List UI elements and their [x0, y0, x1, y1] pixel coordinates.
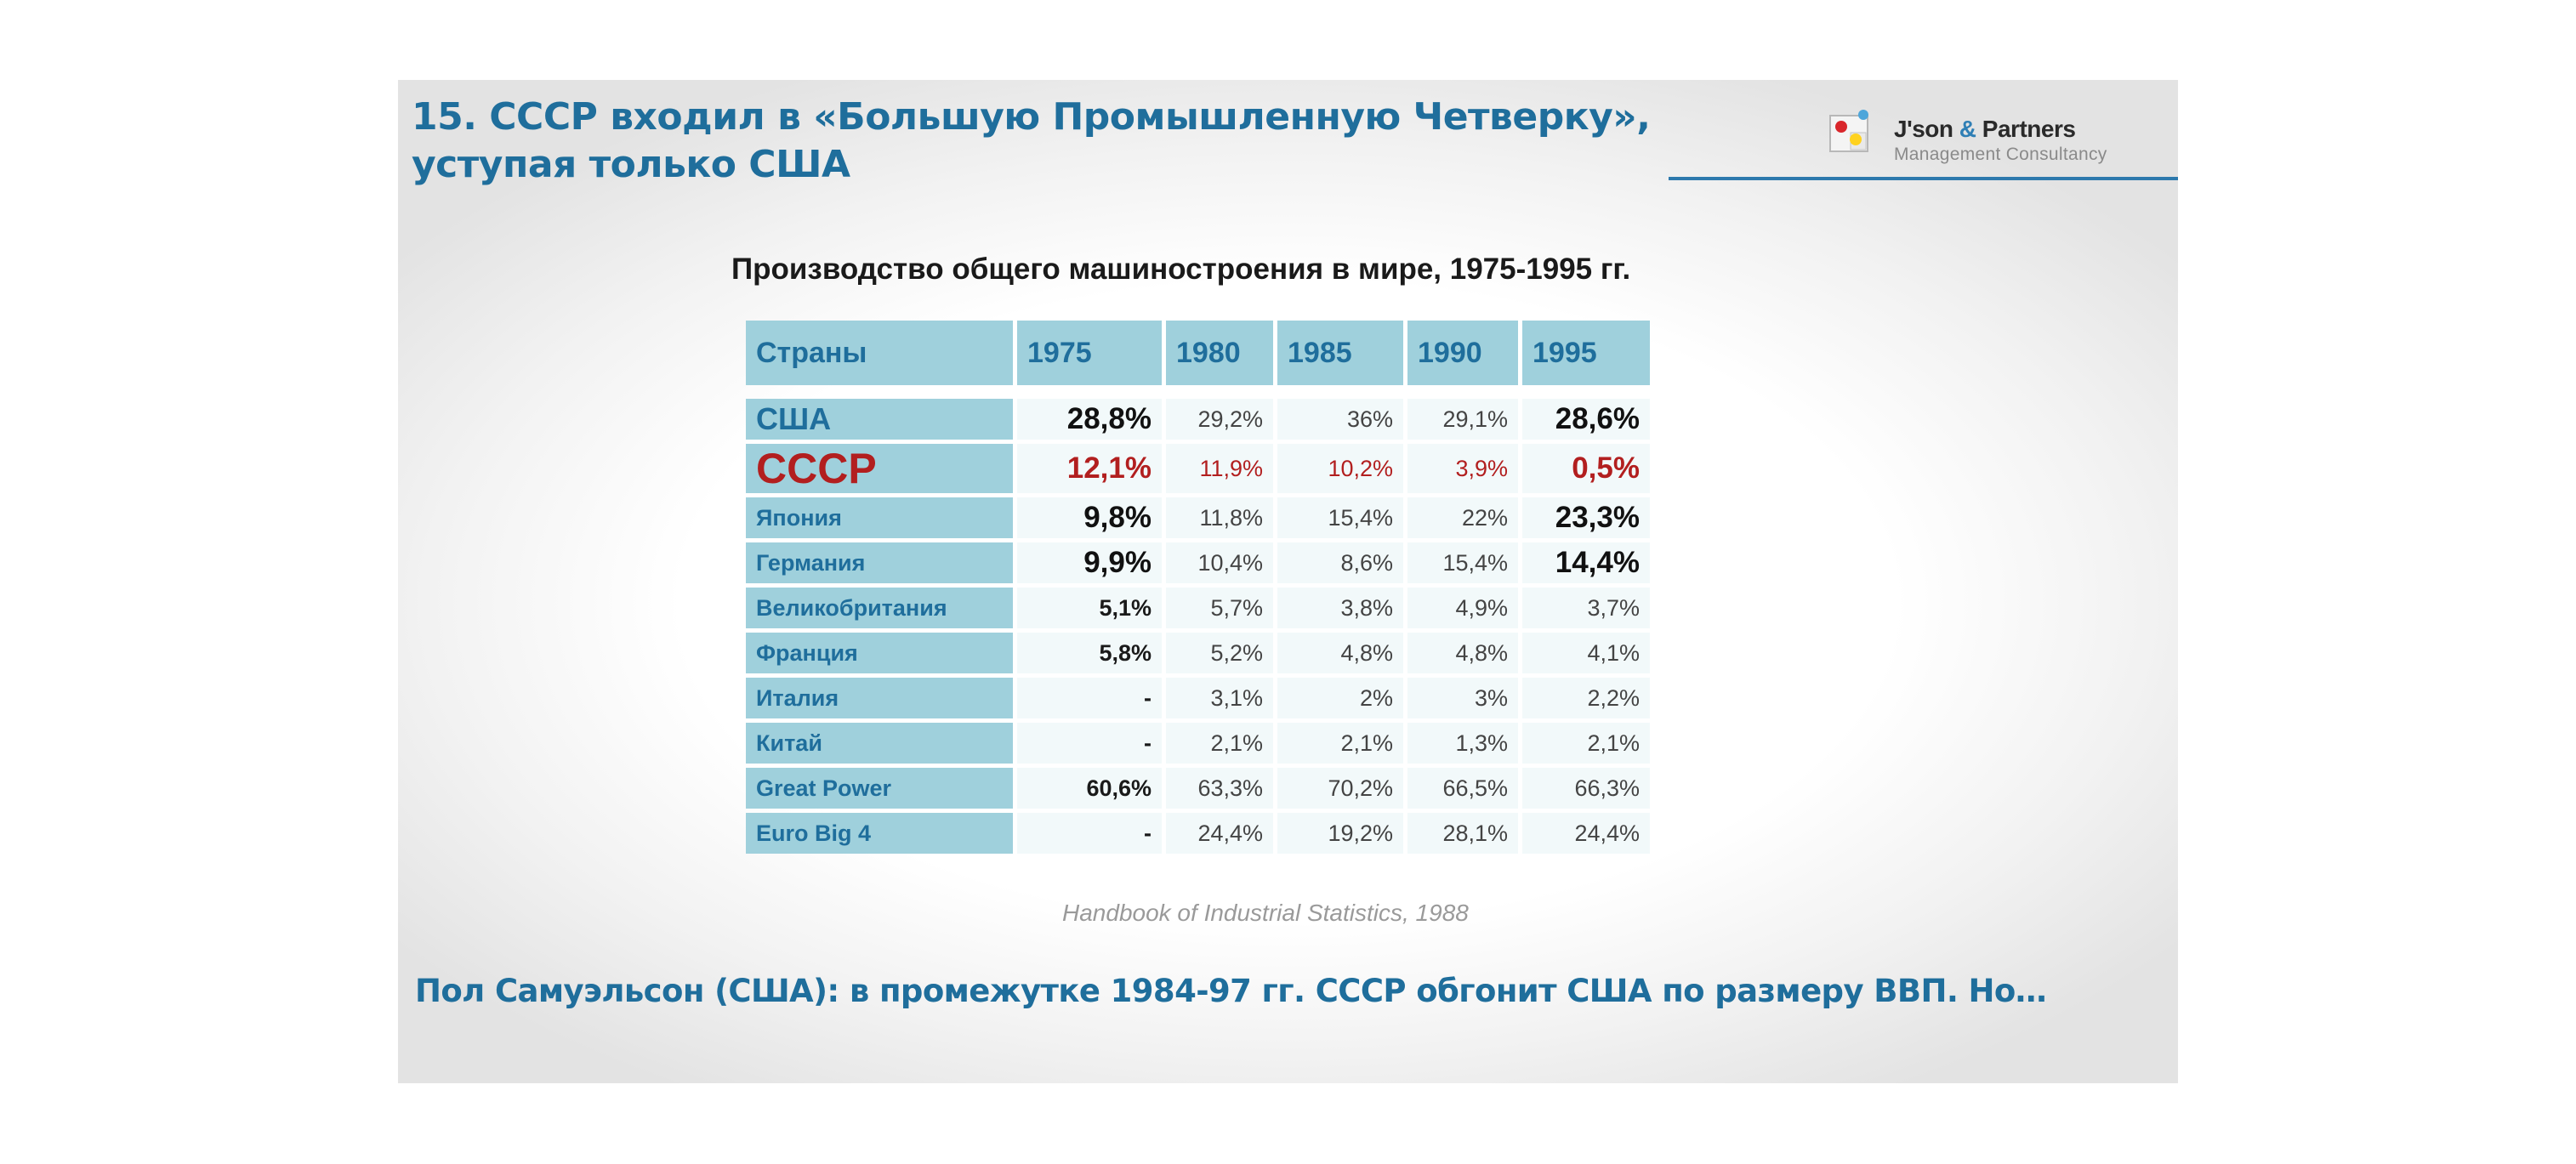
slide: 15. СССР входил в «Большую Промышленную …: [398, 80, 2178, 1083]
value-cell: 4,9%: [1407, 588, 1518, 628]
value-cell: 24,4%: [1166, 813, 1273, 854]
value-cell: 3,7%: [1522, 588, 1650, 628]
value-cell: 5,1%: [1017, 588, 1162, 628]
table-row-france: Франция 5,8% 5,2% 4,8% 4,8% 4,1%: [746, 633, 1650, 673]
value-cell: 15,4%: [1277, 497, 1403, 538]
value-cell: 29,1%: [1407, 399, 1518, 440]
value-cell: 60,6%: [1017, 768, 1162, 809]
logo-company-name: J'son & Partners: [1894, 116, 2076, 143]
logo-subtitle: Management Consultancy: [1894, 145, 2107, 164]
production-table: Страны 1975 1980 1985 1990 1995 США 28,8…: [742, 316, 1654, 858]
value-cell: -: [1017, 678, 1162, 718]
logo-name-part-1: J'son: [1894, 116, 1959, 142]
value-cell: 19,2%: [1277, 813, 1403, 854]
country-cell: Китай: [746, 723, 1013, 764]
country-cell: Великобритания: [746, 588, 1013, 628]
value-cell: 2%: [1277, 678, 1403, 718]
value-cell: 11,8%: [1166, 497, 1273, 538]
table-row-ussr: СССР 12,1% 11,9% 10,2% 3,9% 0,5%: [746, 444, 1650, 493]
value-cell: 3,8%: [1277, 588, 1403, 628]
table-row-italy: Италия - 3,1% 2% 3% 2,2%: [746, 678, 1650, 718]
value-cell: 28,1%: [1407, 813, 1518, 854]
country-cell: Euro Big 4: [746, 813, 1013, 854]
logo-name-ampersand: &: [1959, 116, 1976, 142]
value-cell: 4,1%: [1522, 633, 1650, 673]
company-logo: J'son & Partners Management Consultancy: [1823, 92, 2163, 177]
logo-name-part-2: Partners: [1976, 116, 2076, 142]
header-cell-1990: 1990: [1407, 321, 1518, 385]
country-cell: Япония: [746, 497, 1013, 538]
value-cell: 5,8%: [1017, 633, 1162, 673]
value-cell: 23,3%: [1522, 497, 1650, 538]
value-cell: 66,3%: [1522, 768, 1650, 809]
source-caption: Handbook of Industrial Statistics, 1988: [1062, 900, 1469, 926]
table-row-usa: США 28,8% 29,2% 36% 29,1% 28,6%: [746, 399, 1650, 440]
value-cell: 11,9%: [1166, 444, 1273, 493]
value-cell: 3,9%: [1407, 444, 1518, 493]
table-row-great-power: Great Power 60,6% 63,3% 70,2% 66,5% 66,3…: [746, 768, 1650, 809]
header-cell-1975: 1975: [1017, 321, 1162, 385]
value-cell: 2,1%: [1277, 723, 1403, 764]
value-cell: 24,4%: [1522, 813, 1650, 854]
table-row-uk: Великобритания 5,1% 5,7% 3,8% 4,9% 3,7%: [746, 588, 1650, 628]
value-cell: 0,5%: [1522, 444, 1650, 493]
slide-title: 15. СССР входил в «Большую Промышленную …: [412, 94, 1651, 189]
value-cell: 70,2%: [1277, 768, 1403, 809]
slide-title-line-2: уступая только США: [412, 143, 850, 186]
logo-dots-icon: [1829, 110, 1868, 152]
value-cell: 12,1%: [1017, 444, 1162, 493]
country-cell: Great Power: [746, 768, 1013, 809]
value-cell: 9,8%: [1017, 497, 1162, 538]
value-cell: -: [1017, 723, 1162, 764]
value-cell: 14,4%: [1522, 542, 1650, 583]
value-cell: 8,6%: [1277, 542, 1403, 583]
header-divider: [1669, 177, 2178, 180]
value-cell: 5,7%: [1166, 588, 1273, 628]
value-cell: 63,3%: [1166, 768, 1273, 809]
value-cell: 4,8%: [1407, 633, 1518, 673]
value-cell: 22%: [1407, 497, 1518, 538]
value-cell: 4,8%: [1277, 633, 1403, 673]
country-cell: СССР: [746, 444, 1013, 493]
value-cell: 3,1%: [1166, 678, 1273, 718]
value-cell: 9,9%: [1017, 542, 1162, 583]
value-cell: 66,5%: [1407, 768, 1518, 809]
table-row-japan: Япония 9,8% 11,8% 15,4% 22% 23,3%: [746, 497, 1650, 538]
header-cell-countries: Страны: [746, 321, 1013, 385]
table-title: Производство общего машиностроения в мир…: [731, 253, 1631, 286]
header-cell-1985: 1985: [1277, 321, 1403, 385]
header-cell-1995: 1995: [1522, 321, 1650, 385]
value-cell: 3%: [1407, 678, 1518, 718]
table-header-row: Страны 1975 1980 1985 1990 1995: [746, 321, 1650, 385]
country-cell: Франция: [746, 633, 1013, 673]
country-cell: США: [746, 399, 1013, 440]
value-cell: 29,2%: [1166, 399, 1273, 440]
table-row-china: Китай - 2,1% 2,1% 1,3% 2,1%: [746, 723, 1650, 764]
value-cell: 2,1%: [1522, 723, 1650, 764]
value-cell: 1,3%: [1407, 723, 1518, 764]
table-row-euro-big-4: Euro Big 4 - 24,4% 19,2% 28,1% 24,4%: [746, 813, 1650, 854]
value-cell: 15,4%: [1407, 542, 1518, 583]
value-cell: 10,4%: [1166, 542, 1273, 583]
value-cell: 10,2%: [1277, 444, 1403, 493]
table-row-germany: Германия 9,9% 10,4% 8,6% 15,4% 14,4%: [746, 542, 1650, 583]
table-spacer: [746, 389, 1650, 395]
value-cell: -: [1017, 813, 1162, 854]
slide-title-line-1: 15. СССР входил в «Большую Промышленную …: [412, 95, 1651, 139]
value-cell: 2,2%: [1522, 678, 1650, 718]
country-cell: Италия: [746, 678, 1013, 718]
value-cell: 28,6%: [1522, 399, 1650, 440]
country-cell: Германия: [746, 542, 1013, 583]
value-cell: 2,1%: [1166, 723, 1273, 764]
header-cell-1980: 1980: [1166, 321, 1273, 385]
value-cell: 5,2%: [1166, 633, 1273, 673]
value-cell: 36%: [1277, 399, 1403, 440]
value-cell: 28,8%: [1017, 399, 1162, 440]
footer-statement: Пол Самуэльсон (США): в промежутке 1984-…: [415, 973, 2047, 1009]
